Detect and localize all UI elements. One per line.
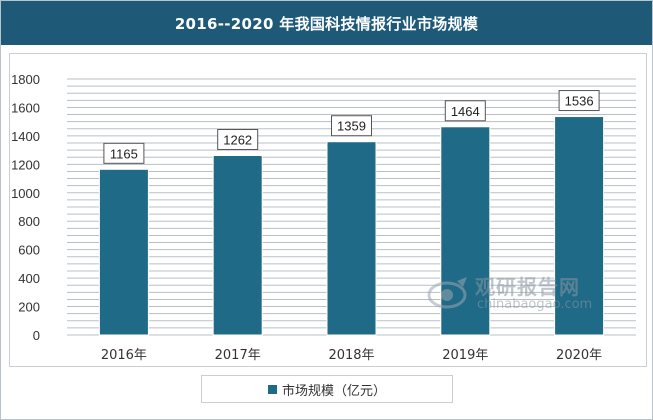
y-tick-label: 1200	[11, 157, 40, 172]
watermark: 观研报告网 chinabaogao.com	[427, 269, 627, 319]
y-tick-label: 1800	[11, 72, 40, 87]
bar	[554, 116, 605, 336]
y-tick-label: 1400	[11, 129, 40, 144]
bar	[98, 168, 149, 336]
chart-title: 2016--2020 年我国科技情报行业市场规模	[174, 14, 479, 33]
data-label: 1359	[337, 119, 366, 134]
watermark-url: chinabaogao.com	[477, 297, 593, 312]
data-label-box	[331, 115, 372, 137]
data-label: 1262	[223, 133, 252, 148]
data-label-box	[558, 90, 600, 112]
x-tick-label: 2016年	[101, 348, 147, 363]
y-tick-label: 800	[18, 214, 40, 229]
x-tick-label: 2017年	[215, 348, 261, 363]
y-tick-label: 1600	[11, 100, 40, 115]
y-tick-label: 1000	[11, 186, 40, 201]
y-tick-label: 0	[33, 328, 40, 343]
x-tick-label: 2019年	[442, 348, 488, 363]
data-label: 1165	[110, 146, 138, 161]
watermark-text: 观研报告网	[475, 275, 580, 299]
plot-area: 0 200 400 600 800 1000 1200 1400 1600 1800 1165 201…	[9, 53, 647, 367]
data-label-box	[217, 129, 259, 151]
data-label-box	[103, 142, 145, 164]
x-tick-label: 2018年	[328, 348, 374, 363]
title-bar: 2016--2020 年我国科技情报行业市场规模	[1, 1, 652, 45]
y-tick-label: 400	[18, 271, 40, 286]
y-tick-label: 600	[18, 243, 40, 258]
x-tick-label: 2020年	[556, 348, 602, 363]
bar-chart: 0 200 400 600 800 1000 1200 1400 1600 1800 1165 201…	[11, 72, 636, 363]
data-label: 1464	[451, 104, 480, 119]
legend-swatch	[267, 384, 277, 394]
legend-label: 市场规模（亿元）	[281, 383, 386, 399]
bar	[326, 141, 377, 336]
data-label: 1536	[565, 94, 594, 109]
y-tick-label: 200	[18, 300, 40, 315]
legend: 市场规模（亿元）	[201, 375, 453, 403]
data-label-box	[444, 100, 486, 122]
watermark-logo-icon	[427, 277, 467, 309]
bar	[212, 155, 263, 336]
